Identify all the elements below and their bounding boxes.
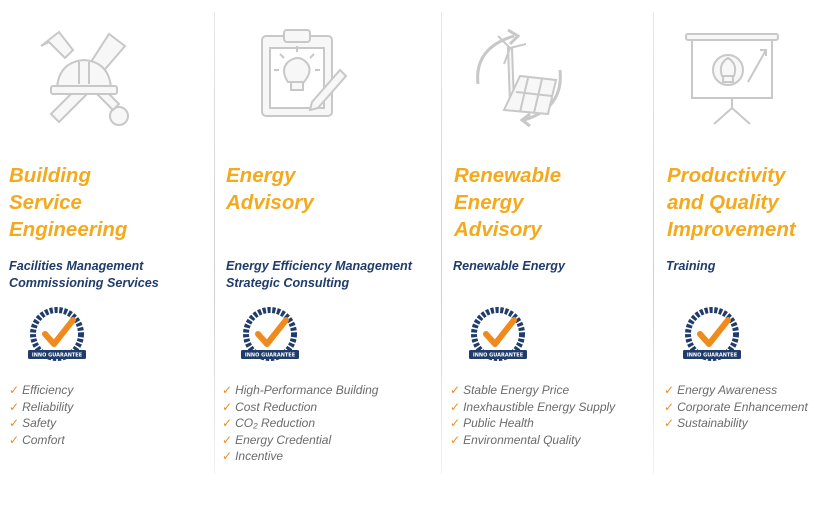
title-line: and Quality	[667, 191, 779, 214]
title-line: Service	[9, 191, 82, 214]
title-line: Building	[9, 164, 91, 187]
benefit-item: ✓ Reliability	[9, 399, 74, 414]
tools-hardhat-icon	[29, 24, 139, 130]
check-icon: ✓	[664, 383, 675, 397]
guarantee-badge: INNO GUARANTEE	[238, 306, 302, 370]
title-line: Energy	[226, 164, 296, 187]
check-icon: ✓	[9, 399, 20, 414]
guarantee-badge: INNO GUARANTEE	[680, 306, 744, 370]
badge-label: INNO GUARANTEE	[32, 353, 83, 359]
service-list: Energy Efficiency Management Strategic C…	[226, 258, 412, 292]
column-divider	[653, 12, 654, 474]
benefit-item: ✓ Energy Credential	[222, 432, 332, 447]
service-title: Energy Advisory	[226, 162, 314, 216]
presentation-board-icon	[678, 24, 788, 130]
benefit-item: ✓ Cost Reduction	[222, 399, 318, 414]
badge-label: INNO GUARANTEE	[245, 353, 296, 359]
benefit-item: ✓ Sustainability	[664, 416, 748, 431]
column-divider	[214, 12, 215, 474]
check-icon: ✓	[664, 416, 675, 431]
check-icon: ✓	[222, 383, 233, 397]
service-list: Training	[666, 258, 715, 275]
benefit-item: ✓ Comfort	[9, 432, 65, 447]
benefit-item: ✓ CO₂ Reduction	[222, 416, 316, 431]
check-icon: ✓	[450, 432, 461, 447]
guarantee-badge: INNO GUARANTEE	[25, 306, 89, 370]
title-line: Renewable	[454, 164, 562, 187]
check-icon: ✓	[9, 432, 20, 447]
benefit-list: ✓ High-Performance Building ✓ Cost Reducti…	[222, 382, 378, 465]
service-column-renewable: Renewable Energy Advisory Renewable Ener…	[450, 0, 650, 510]
service-column-energy-advisory: Energy Advisory Energy Efficiency Manage…	[222, 0, 440, 510]
title-line: Energy	[454, 191, 524, 214]
service-column-building: Building Service Engineering Facilities …	[9, 0, 209, 510]
service-title: Renewable Energy Advisory	[454, 162, 561, 243]
guarantee-badge: INNO GUARANTEE	[466, 306, 530, 370]
check-icon: ✓	[450, 416, 461, 431]
benefit-item: ✓ Stable Energy Price	[450, 383, 570, 397]
benefit-item: ✓ Corporate Enhancement	[664, 399, 808, 414]
service-title: Building Service Engineering	[9, 162, 127, 243]
benefit-item: ✓ Efficiency	[9, 383, 74, 397]
service-item: Facilities Management	[9, 259, 144, 273]
benefit-item: ✓ High-Performance Building	[222, 383, 379, 397]
benefit-item: ✓ Public Health	[450, 416, 534, 431]
title-line: Advisory	[454, 218, 542, 241]
check-icon: ✓	[222, 449, 233, 464]
check-icon: ✓	[664, 399, 675, 414]
service-item: Commissioning Services	[9, 276, 159, 290]
service-list: Facilities Management Commissioning Serv…	[9, 258, 159, 292]
check-icon: ✓	[450, 383, 461, 397]
check-icon: ✓	[222, 432, 233, 447]
benefit-item: ✓ Energy Awareness	[664, 383, 778, 397]
benefit-list: ✓ Energy Awareness ✓ Corporate Enhancement…	[664, 382, 808, 432]
badge-label: INNO GUARANTEE	[473, 353, 524, 359]
service-item: Energy Efficiency Management	[226, 259, 412, 273]
wind-solar-cycle-icon	[464, 24, 574, 130]
title-line: Productivity	[667, 164, 786, 187]
benefit-list: ✓ Stable Energy Price ✓ Inexhaustible Ener…	[450, 382, 615, 448]
benefit-item: ✓ Safety	[9, 416, 57, 431]
check-icon: ✓	[450, 399, 461, 414]
column-divider	[441, 12, 442, 474]
clipboard-lightbulb-icon	[246, 24, 356, 130]
check-icon: ✓	[222, 399, 233, 414]
benefit-item: ✓ Environmental Quality	[450, 432, 581, 447]
service-item: Training	[666, 259, 716, 273]
benefit-list: ✓ Efficiency ✓ Reliability ✓ Safety ✓ Comfor…	[9, 382, 73, 448]
title-line: Improvement	[667, 218, 796, 241]
service-item: Strategic Consulting	[226, 276, 350, 290]
benefit-item: ✓ Inexhaustible Energy Supply	[450, 399, 616, 414]
service-title: Productivity and Quality Improvement	[667, 162, 796, 243]
benefit-item: ✓ Incentive	[222, 449, 284, 464]
service-item: Renewable Energy	[453, 259, 565, 273]
service-column-productivity: Productivity and Quality Improvement Tra…	[664, 0, 824, 510]
badge-label: INNO GUARANTEE	[687, 353, 738, 359]
check-icon: ✓	[9, 383, 20, 397]
check-icon: ✓	[222, 416, 233, 431]
service-list: Renewable Energy	[453, 258, 565, 275]
title-line: Advisory	[226, 191, 314, 214]
title-line: Engineering	[9, 218, 128, 241]
check-icon: ✓	[9, 416, 20, 431]
